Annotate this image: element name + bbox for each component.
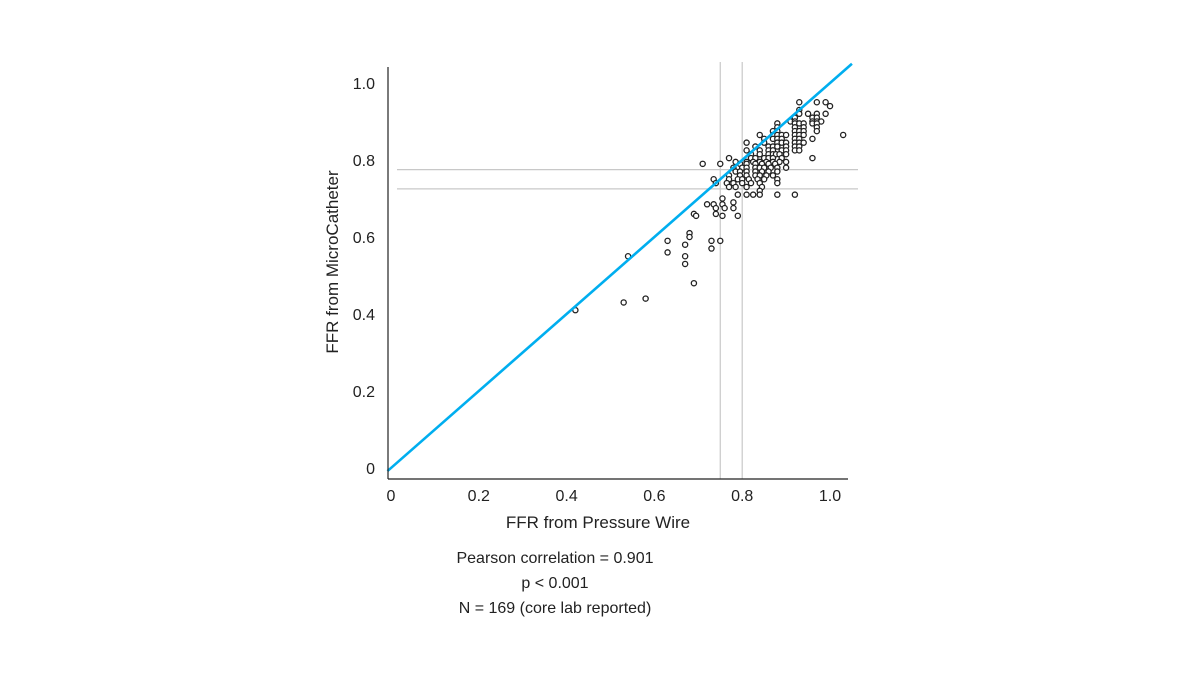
data-point bbox=[756, 131, 764, 139]
data-point bbox=[800, 139, 807, 146]
data-point bbox=[725, 154, 733, 162]
data-point bbox=[712, 204, 720, 212]
y-tick-label: 0.2 bbox=[353, 384, 375, 401]
data-point bbox=[725, 183, 733, 191]
data-point bbox=[782, 158, 790, 166]
data-point bbox=[822, 99, 829, 106]
data-point bbox=[692, 212, 700, 220]
data-point bbox=[690, 279, 698, 287]
data-point bbox=[813, 127, 821, 135]
y-tick-label: 0.8 bbox=[353, 153, 375, 170]
x-tick-label: 1.0 bbox=[819, 488, 841, 505]
data-point bbox=[708, 245, 715, 252]
identity-line bbox=[386, 62, 853, 473]
data-point bbox=[839, 131, 847, 139]
data-point bbox=[699, 160, 706, 168]
data-point bbox=[681, 252, 689, 260]
data-point bbox=[774, 168, 781, 175]
data-point bbox=[681, 241, 689, 248]
data-point bbox=[642, 295, 649, 302]
data-point bbox=[743, 147, 750, 154]
data-point bbox=[730, 199, 737, 206]
y-axis-title: FFR from MicroCatheter bbox=[323, 170, 342, 354]
data-point bbox=[796, 99, 803, 106]
data-point bbox=[708, 237, 715, 245]
data-point bbox=[732, 183, 739, 191]
y-tick-labels: 0 0.2 0.4 0.6 0.8 1.0 bbox=[353, 76, 375, 478]
data-point bbox=[719, 212, 726, 220]
y-tick-label: 1.0 bbox=[353, 76, 375, 93]
data-point bbox=[782, 164, 790, 171]
x-axis-title: FFR from Pressure Wire bbox=[506, 513, 690, 532]
annotation-correlation: Pearson correlation = 0.901 bbox=[456, 550, 653, 567]
data-points bbox=[572, 99, 847, 314]
data-point bbox=[782, 131, 790, 139]
data-point bbox=[681, 260, 689, 268]
data-point bbox=[743, 139, 750, 146]
data-point bbox=[734, 191, 742, 198]
data-point bbox=[703, 201, 711, 208]
data-point bbox=[730, 204, 737, 212]
data-point bbox=[717, 160, 724, 168]
data-point bbox=[756, 150, 764, 158]
data-point bbox=[813, 99, 821, 106]
data-point bbox=[756, 191, 764, 198]
data-point bbox=[760, 175, 768, 183]
x-tick-label: 0.8 bbox=[731, 488, 753, 505]
data-point bbox=[809, 135, 816, 143]
data-point bbox=[743, 191, 750, 198]
data-point bbox=[743, 183, 750, 191]
x-tick-label: 0.2 bbox=[468, 488, 490, 505]
data-point bbox=[769, 172, 777, 179]
x-tick-labels: 0 0.2 0.4 0.6 0.8 1.0 bbox=[387, 488, 842, 505]
x-tick-label: 0 bbox=[387, 488, 396, 505]
y-tick-label: 0.6 bbox=[353, 230, 375, 247]
data-point bbox=[686, 233, 693, 241]
data-point bbox=[774, 191, 781, 198]
y-tick-label: 0 bbox=[366, 461, 375, 478]
data-point bbox=[721, 204, 728, 212]
data-point bbox=[774, 179, 781, 187]
data-point bbox=[717, 237, 724, 245]
data-point bbox=[620, 299, 627, 306]
data-point bbox=[664, 249, 671, 256]
data-point bbox=[747, 179, 755, 187]
data-point bbox=[826, 102, 834, 110]
annotation-p-value: p < 0.001 bbox=[521, 575, 588, 592]
data-point bbox=[791, 191, 799, 198]
data-point bbox=[734, 212, 742, 220]
data-point bbox=[796, 147, 803, 154]
y-tick-label: 0.4 bbox=[353, 307, 375, 324]
data-point bbox=[664, 237, 671, 245]
data-point bbox=[809, 154, 816, 162]
annotation-n: N = 169 (core lab reported) bbox=[459, 600, 652, 617]
data-point bbox=[738, 179, 746, 187]
data-point bbox=[774, 143, 781, 150]
reference-lines bbox=[397, 62, 858, 479]
data-point bbox=[749, 191, 757, 198]
x-tick-label: 0.4 bbox=[555, 488, 577, 505]
data-point bbox=[822, 110, 829, 118]
data-point bbox=[800, 131, 807, 139]
data-point bbox=[782, 150, 790, 158]
data-point bbox=[719, 195, 726, 202]
data-point bbox=[804, 110, 812, 118]
data-point bbox=[712, 210, 720, 218]
x-tick-label: 0.6 bbox=[643, 488, 665, 505]
